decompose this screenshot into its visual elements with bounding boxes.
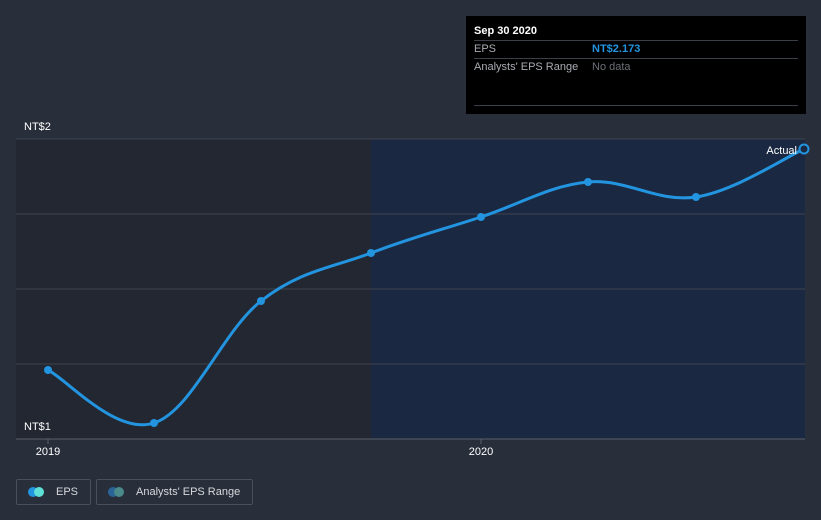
eps-data-point[interactable]	[367, 249, 375, 257]
eps-data-point[interactable]	[150, 419, 158, 427]
x-axis-ticks	[47, 439, 482, 444]
eps-data-point[interactable]	[44, 366, 52, 374]
eps-data-point[interactable]	[584, 178, 592, 186]
legend-eps-label: EPS	[56, 486, 79, 498]
eps-data-point[interactable]	[798, 143, 810, 155]
tooltip-row-range: Analysts' EPS Range No data	[474, 58, 798, 76]
y-axis-label-bottom: NT$1	[24, 421, 51, 433]
range-swatch-icon	[108, 487, 125, 497]
tooltip-range-value: No data	[592, 61, 631, 73]
x-axis-label-2019: 2019	[35, 446, 61, 458]
eps-data-point[interactable]	[257, 297, 265, 305]
tooltip-divider	[474, 105, 798, 106]
x-axis-label-2020: 2020	[468, 446, 494, 458]
tooltip-date: Sep 30 2020	[474, 25, 537, 37]
y-axis-label-top: NT$2	[24, 121, 51, 133]
actual-label: Actual	[766, 145, 797, 157]
eps-points[interactable]	[44, 143, 810, 428]
eps-data-point[interactable]	[692, 193, 700, 201]
legend-range-button[interactable]: Analysts' EPS Range	[96, 479, 254, 505]
legend: EPS Analysts' EPS Range	[16, 479, 254, 505]
tooltip-eps-value: NT$2.173	[592, 43, 641, 55]
eps-data-point[interactable]	[477, 213, 485, 221]
tooltip-row-eps: EPS NT$2.173	[474, 40, 798, 58]
gridlines	[16, 138, 805, 365]
tooltip: Sep 30 2020 EPS NT$2.173 Analysts' EPS R…	[466, 16, 806, 114]
legend-eps-button[interactable]: EPS	[16, 479, 92, 505]
eps-line[interactable]	[47, 147, 805, 427]
legend-range-label: Analysts' EPS Range	[136, 486, 241, 498]
tooltip-eps-key: EPS	[474, 43, 497, 55]
eps-swatch-icon	[28, 487, 44, 497]
tooltip-range-key: Analysts' EPS Range	[474, 61, 579, 73]
